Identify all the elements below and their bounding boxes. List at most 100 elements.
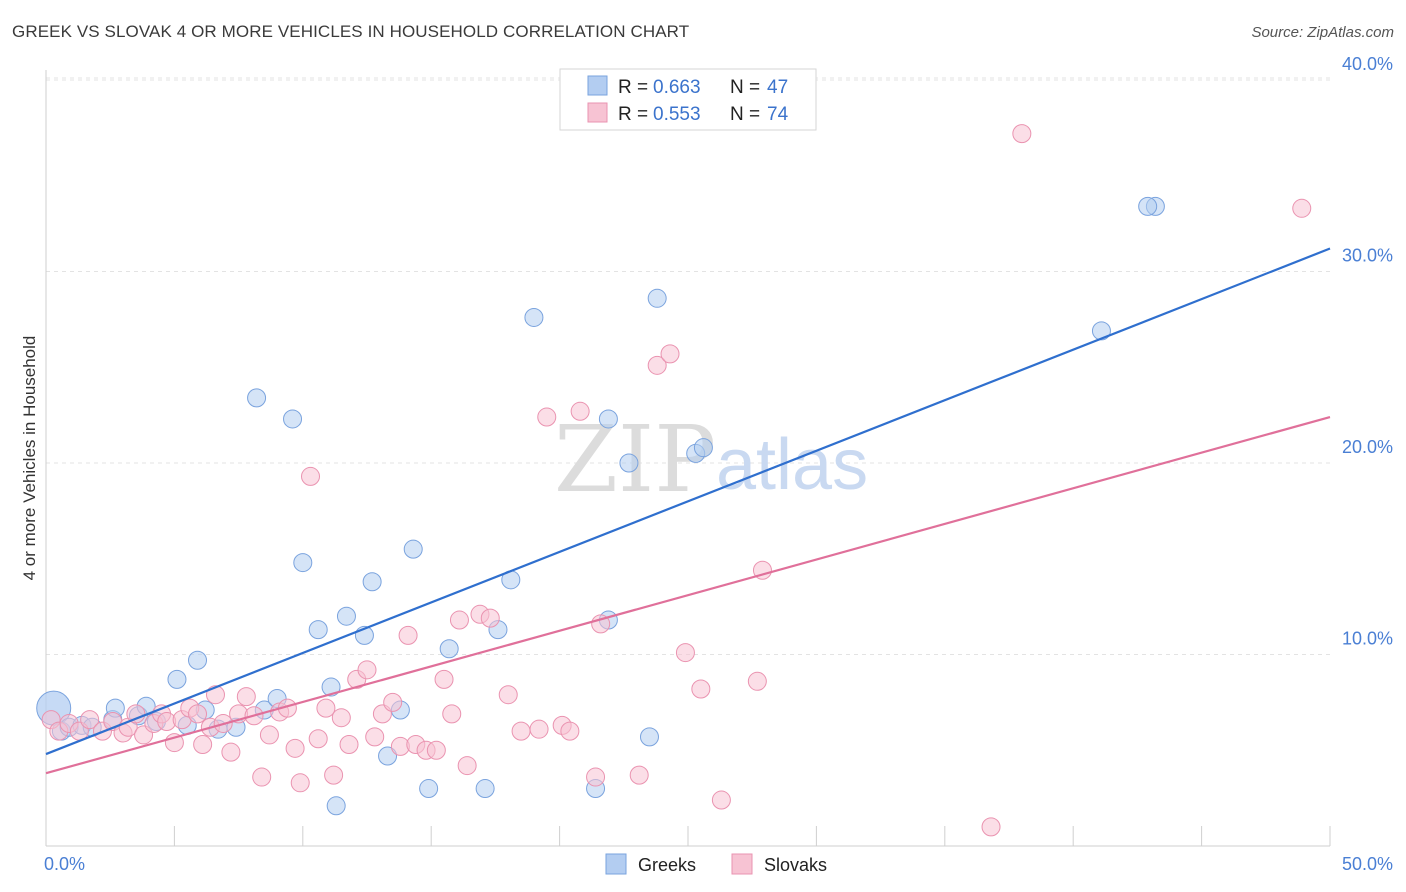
- legend-n-value-slovaks: 74: [767, 104, 789, 125]
- greek-point-12: [188, 650, 208, 670]
- legend-r-label-greeks: R =: [618, 77, 648, 98]
- greek-point-22: [321, 677, 341, 697]
- greek-point-21: [308, 620, 328, 640]
- slovak-point-51: [457, 756, 477, 776]
- slovak-point-62: [591, 614, 611, 634]
- slovak-point-57: [537, 407, 557, 427]
- greek-point-43: [693, 438, 713, 458]
- greek-point-16: [247, 388, 267, 408]
- legend-swatch-greeks: [587, 75, 608, 96]
- slovaks-points: [41, 124, 1312, 837]
- greek-point-20: [293, 553, 313, 573]
- greek-point-46: [1091, 321, 1111, 341]
- bottom-legend-swatch-greeks: [605, 853, 627, 875]
- greek-point-31: [439, 639, 459, 659]
- legend-n-value-greeks: 47: [767, 77, 788, 98]
- y-tick-label-2: 30.0%: [1342, 246, 1393, 266]
- slovak-point-68: [711, 790, 731, 810]
- slovak-point-40: [365, 727, 385, 747]
- legend-n-label-slovaks: N =: [730, 104, 760, 125]
- slovak-point-4: [80, 710, 100, 730]
- y-axis-label: 4 or more Vehicles in Household: [20, 336, 39, 581]
- slovak-point-30: [285, 738, 305, 758]
- slovak-point-18: [193, 735, 213, 755]
- slovak-point-55: [511, 721, 531, 741]
- greek-point-19: [283, 409, 303, 429]
- legend-swatch-slovaks: [587, 102, 608, 123]
- slovaks-trendline: [45, 415, 1331, 775]
- slovak-point-65: [660, 344, 680, 364]
- greek-point-35: [524, 307, 544, 327]
- slovak-point-54: [498, 685, 518, 705]
- y-tick-label-1: 20.0%: [1342, 437, 1393, 457]
- slovak-point-42: [383, 692, 403, 712]
- slovak-point-36: [331, 708, 351, 728]
- slovak-point-22: [221, 742, 241, 762]
- chart-title: GREEK VS SLOVAK 4 OR MORE VEHICLES IN HO…: [12, 22, 690, 41]
- y-tick-label-0: 10.0%: [1342, 629, 1393, 649]
- bottom-legend-label-greeks: Greeks: [638, 855, 696, 875]
- greek-point-10: [167, 669, 187, 689]
- bottom-legend-label-slovaks: Slovaks: [764, 855, 827, 875]
- trendlines: [45, 247, 1331, 775]
- slovak-point-69: [747, 671, 767, 691]
- legend-r-value-greeks: 0.663: [653, 77, 701, 98]
- y-tick-label-3: 40.0%: [1342, 54, 1393, 74]
- greek-point-45: [1138, 196, 1158, 216]
- slovak-point-66: [675, 643, 695, 663]
- slovak-point-9: [126, 704, 146, 724]
- slovak-point-26: [252, 767, 272, 787]
- slovak-point-27: [259, 725, 279, 745]
- bottom-legend-swatch-slovaks: [731, 853, 753, 875]
- chart-source: Source: ZipAtlas.com: [1251, 24, 1394, 41]
- slovak-point-31: [290, 773, 310, 793]
- slovak-point-71: [981, 817, 1001, 837]
- legend-r-label-slovaks: R =: [618, 104, 648, 125]
- slovak-point-60: [570, 401, 590, 421]
- slovak-point-17: [188, 704, 208, 724]
- legend-r-value-slovaks: 0.553: [653, 104, 701, 125]
- bottom-legend: Greeks Slovaks: [605, 853, 827, 875]
- greek-point-29: [403, 539, 423, 559]
- x-tick-label-max: 50.0%: [1342, 854, 1393, 874]
- x-axis-ticks: [45, 826, 1331, 846]
- slovak-point-50: [449, 610, 469, 630]
- legend-n-label-greeks: N =: [730, 77, 760, 98]
- slovak-point-48: [434, 669, 454, 689]
- greek-point-39: [619, 453, 639, 473]
- greek-point-30: [419, 779, 439, 799]
- slovak-point-73: [1292, 198, 1312, 218]
- slovak-point-63: [629, 765, 649, 785]
- slovak-point-59: [560, 721, 580, 741]
- greek-point-40: [639, 727, 659, 747]
- slovak-point-67: [691, 679, 711, 699]
- greeks-trendline: [45, 247, 1331, 756]
- slovak-point-53: [480, 608, 500, 628]
- slovak-point-44: [398, 625, 418, 645]
- slovak-point-47: [426, 740, 446, 760]
- watermark-atlas: atlas: [716, 425, 868, 505]
- slovak-point-49: [442, 704, 462, 724]
- slovak-point-32: [301, 466, 321, 486]
- y-axis-tick-labels: 10.0% 20.0% 30.0% 40.0%: [1342, 54, 1393, 649]
- slovak-point-39: [357, 660, 377, 680]
- slovak-point-64: [647, 355, 667, 375]
- slovak-point-72: [1012, 124, 1032, 144]
- greek-point-41: [647, 288, 667, 308]
- greek-point-23: [326, 796, 346, 816]
- greek-point-27: [378, 746, 398, 766]
- slovak-point-34: [316, 698, 336, 718]
- slovak-point-35: [324, 765, 344, 785]
- slovak-point-37: [339, 735, 359, 755]
- slovak-point-24: [236, 687, 256, 707]
- greek-point-24: [336, 606, 356, 626]
- slovak-point-61: [586, 767, 606, 787]
- legend: R = 0.663 N = 47 R = 0.553 N = 74: [559, 68, 817, 131]
- greek-point-32: [475, 779, 495, 799]
- slovak-point-56: [529, 719, 549, 739]
- slovak-point-33: [308, 729, 328, 749]
- greek-point-38: [598, 409, 618, 429]
- greek-point-26: [362, 572, 382, 592]
- gridlines: [46, 77, 1330, 655]
